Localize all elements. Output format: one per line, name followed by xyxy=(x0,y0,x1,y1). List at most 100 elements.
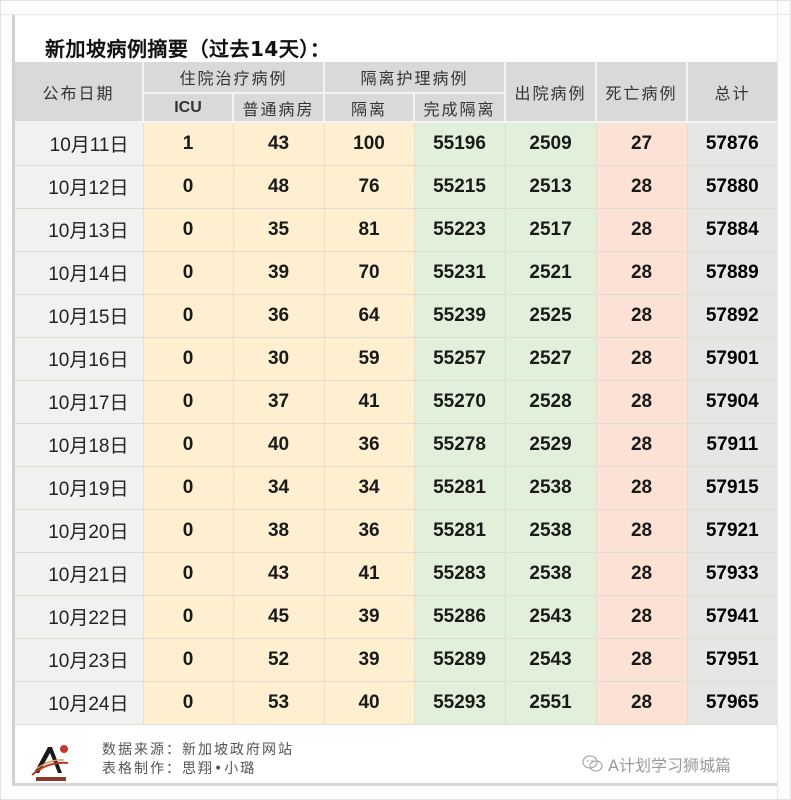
table-row: 10月14日 0 39 70 55231 2521 28 57889 xyxy=(15,251,778,295)
cell-date: 10月13日 xyxy=(15,208,144,252)
cell-completed: 55289 xyxy=(414,638,506,682)
cell-discharged: 2538 xyxy=(505,466,597,510)
table-row: 10月12日 0 48 76 55215 2513 28 57880 xyxy=(15,165,778,209)
case-summary-table: 公布日期 住院治疗病例 隔离护理病例 出院病例 死亡病例 总计 ICU 普通病房… xyxy=(15,62,778,725)
cell-completed: 55239 xyxy=(414,294,506,338)
cell-isolation: 59 xyxy=(324,337,415,381)
cell-date: 10月11日 xyxy=(15,122,144,166)
cell-isolation: 39 xyxy=(324,595,415,639)
cell-icu: 0 xyxy=(143,681,234,725)
cell-icu: 0 xyxy=(143,552,234,596)
table-row: 10月20日 0 38 36 55281 2538 28 57921 xyxy=(15,509,778,553)
table-row: 10月21日 0 43 41 55283 2538 28 57933 xyxy=(15,552,778,596)
cell-icu: 0 xyxy=(143,509,234,553)
cell-total: 57921 xyxy=(687,509,778,553)
cell-total: 57901 xyxy=(687,337,778,381)
header-isolation-group: 隔离护理病例 xyxy=(324,62,507,94)
cell-total: 57933 xyxy=(687,552,778,596)
watermark: A计划学习狮城篇 xyxy=(582,752,731,776)
cell-isolation: 36 xyxy=(324,423,415,467)
cell-deaths: 28 xyxy=(596,466,688,510)
cell-completed: 55257 xyxy=(414,337,506,381)
table-row: 10月11日 1 43 100 55196 2509 27 57876 xyxy=(15,122,778,166)
cell-discharged: 2543 xyxy=(505,595,597,639)
cell-date: 10月21日 xyxy=(15,552,144,596)
table-row: 10月18日 0 40 36 55278 2529 28 57911 xyxy=(15,423,778,467)
cell-completed: 55286 xyxy=(414,595,506,639)
cell-total: 57911 xyxy=(687,423,778,467)
cell-ward: 48 xyxy=(233,165,325,209)
cell-completed: 55223 xyxy=(414,208,506,252)
cell-discharged: 2509 xyxy=(505,122,597,166)
cell-isolation: 76 xyxy=(324,165,415,209)
cell-discharged: 2528 xyxy=(505,380,597,424)
cell-date: 10月17日 xyxy=(15,380,144,424)
table-row: 10月24日 0 53 40 55293 2551 28 57965 xyxy=(15,681,778,725)
table-row: 10月17日 0 37 41 55270 2528 28 57904 xyxy=(15,380,778,424)
cell-completed: 55215 xyxy=(414,165,506,209)
cell-ward: 43 xyxy=(233,122,325,166)
cell-date: 10月20日 xyxy=(15,509,144,553)
cell-icu: 0 xyxy=(143,294,234,338)
cell-ward: 43 xyxy=(233,552,325,596)
wechat-icon xyxy=(582,755,603,772)
cell-ward: 40 xyxy=(233,423,325,467)
page-title: 新加坡病例摘要（过去14天）： xyxy=(45,37,331,61)
cell-icu: 0 xyxy=(143,638,234,682)
made-by-line: 表格制作：思翔•小璐 xyxy=(102,761,257,777)
cell-discharged: 2525 xyxy=(505,294,597,338)
cell-deaths: 28 xyxy=(596,165,688,209)
cell-total: 57889 xyxy=(687,251,778,295)
cell-ward: 35 xyxy=(233,208,325,252)
cell-completed: 55281 xyxy=(414,509,506,553)
cell-completed: 55293 xyxy=(414,681,506,725)
cell-completed: 55231 xyxy=(414,251,506,295)
header-deaths: 死亡病例 xyxy=(596,62,689,123)
cell-icu: 0 xyxy=(143,595,234,639)
cell-deaths: 28 xyxy=(596,681,688,725)
cell-discharged: 2521 xyxy=(505,251,597,295)
cell-isolation: 64 xyxy=(324,294,415,338)
cell-deaths: 28 xyxy=(596,337,688,381)
data-source-line: 数据来源：新加坡政府网站 xyxy=(102,742,294,758)
cell-icu: 0 xyxy=(143,380,234,424)
table-row: 10月16日 0 30 59 55257 2527 28 57901 xyxy=(15,337,778,381)
cell-deaths: 28 xyxy=(596,294,688,338)
cell-discharged: 2538 xyxy=(505,552,597,596)
cell-isolation: 36 xyxy=(324,509,415,553)
cell-deaths: 27 xyxy=(596,122,688,166)
cell-ward: 30 xyxy=(233,337,325,381)
cell-isolation: 40 xyxy=(324,681,415,725)
cell-icu: 0 xyxy=(143,466,234,510)
cell-total: 57951 xyxy=(687,638,778,682)
table-row: 10月13日 0 35 81 55223 2517 28 57884 xyxy=(15,208,778,252)
cell-date: 10月18日 xyxy=(15,423,144,467)
cell-isolation: 70 xyxy=(324,251,415,295)
cell-ward: 34 xyxy=(233,466,325,510)
cell-discharged: 2529 xyxy=(505,423,597,467)
cell-ward: 45 xyxy=(233,595,325,639)
cell-icu: 1 xyxy=(143,122,234,166)
cell-deaths: 28 xyxy=(596,552,688,596)
cell-isolation: 39 xyxy=(324,638,415,682)
cell-completed: 55270 xyxy=(414,380,506,424)
cell-completed: 55281 xyxy=(414,466,506,510)
cell-isolation: 34 xyxy=(324,466,415,510)
cell-deaths: 28 xyxy=(596,380,688,424)
cell-total: 57965 xyxy=(687,681,778,725)
cell-completed: 55196 xyxy=(414,122,506,166)
cell-ward: 53 xyxy=(233,681,325,725)
cell-ward: 52 xyxy=(233,638,325,682)
header-completed-isolation: 完成隔离 xyxy=(414,93,507,123)
cell-icu: 0 xyxy=(143,251,234,295)
header-hospitalized-group: 住院治疗病例 xyxy=(143,62,326,94)
a-plan-logo-icon xyxy=(31,745,69,781)
cell-date: 10月23日 xyxy=(15,638,144,682)
cell-date: 10月24日 xyxy=(15,681,144,725)
cell-discharged: 2538 xyxy=(505,509,597,553)
cell-discharged: 2513 xyxy=(505,165,597,209)
header-general-ward: 普通病房 xyxy=(233,93,326,123)
cell-ward: 36 xyxy=(233,294,325,338)
cell-icu: 0 xyxy=(143,165,234,209)
cell-date: 10月12日 xyxy=(15,165,144,209)
